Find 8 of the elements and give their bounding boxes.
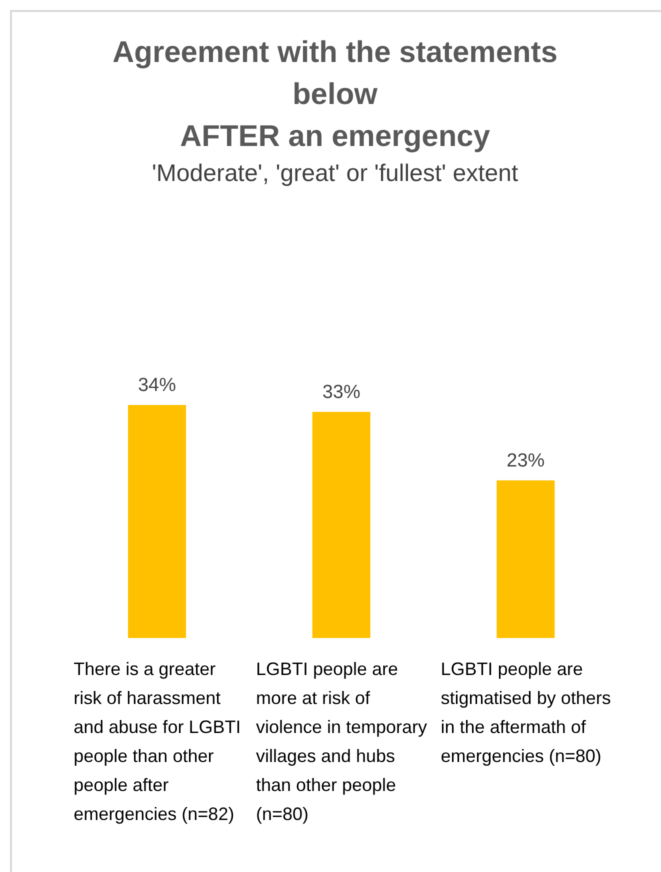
data-label: 23% bbox=[506, 450, 545, 472]
x-tick-label: LGBTI people are stigmatised by others in the aftermath of emergencies (n=80) bbox=[440, 659, 611, 766]
data-label: 33% bbox=[322, 382, 360, 403]
x-tick-label: There is a greater risk of harassment and abuse for LGBTI people than other people after emergencies (n=82) bbox=[74, 659, 241, 824]
chart-title: Agreement with the statements below AFTER an emergency bbox=[111, 35, 559, 155]
data-label: 34% bbox=[138, 375, 176, 396]
x-tick-label: LGBTI people are more at risk of violence in temporary villages and hubs than other people (n=80) bbox=[256, 659, 428, 824]
chart-subtitle: 'Moderate', 'great' or 'fullest' extent bbox=[150, 160, 520, 188]
